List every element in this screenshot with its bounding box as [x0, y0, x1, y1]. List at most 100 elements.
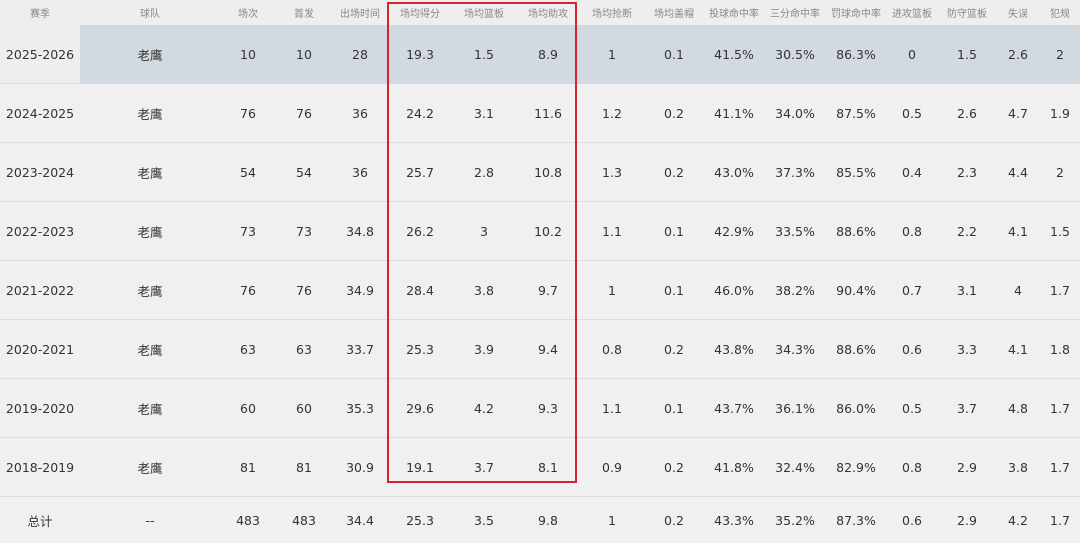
table-cell: 19.1: [388, 438, 452, 497]
table-cell: 25.7: [388, 143, 452, 202]
table-cell: 30.5%: [764, 25, 826, 84]
table-cell: 81: [276, 438, 332, 497]
table-cell: 2.8: [452, 143, 516, 202]
table-cell: 34.3%: [764, 320, 826, 379]
table-cell: 76: [220, 261, 276, 320]
table-cell: 88.6%: [826, 202, 886, 261]
table-cell: 1.8: [1040, 320, 1080, 379]
table-cell: 4.1: [996, 202, 1040, 261]
table-cell: 60: [220, 379, 276, 438]
table-cell: 0.1: [644, 202, 704, 261]
column-header[interactable]: 场均得分: [388, 0, 452, 25]
table-cell: 82.9%: [826, 438, 886, 497]
table-cell: 3.8: [996, 438, 1040, 497]
table-cell: 0.7: [886, 261, 938, 320]
table-cell: 10: [220, 25, 276, 84]
table-cell: 0: [886, 25, 938, 84]
table-cell: 43.7%: [704, 379, 764, 438]
total-cell: 9.8: [516, 497, 580, 543]
column-header[interactable]: 场均盖帽: [644, 0, 704, 25]
total-cell: 87.3%: [826, 497, 886, 543]
table-cell: 0.8: [580, 320, 644, 379]
total-cell: 3.5: [452, 497, 516, 543]
table-cell: 19.3: [388, 25, 452, 84]
table-cell: 3.1: [938, 261, 996, 320]
table-cell: 32.4%: [764, 438, 826, 497]
table-cell: 26.2: [388, 202, 452, 261]
table-cell: 2020-2021: [0, 320, 80, 379]
table-cell: 3.1: [452, 84, 516, 143]
table-cell: 34.9: [332, 261, 388, 320]
table-cell: 33.5%: [764, 202, 826, 261]
column-header[interactable]: 出场时间: [332, 0, 388, 25]
column-header[interactable]: 球队: [80, 0, 220, 25]
table-cell: 85.5%: [826, 143, 886, 202]
table-cell: 4.4: [996, 143, 1040, 202]
table-cell: 0.5: [886, 84, 938, 143]
table-cell: 46.0%: [704, 261, 764, 320]
total-cell: 总计: [0, 497, 80, 543]
table-cell: 2019-2020: [0, 379, 80, 438]
table-cell: 4.1: [996, 320, 1040, 379]
table-cell: 老鹰: [80, 25, 220, 84]
table-cell: 0.2: [644, 438, 704, 497]
total-cell: --: [80, 497, 220, 543]
table-cell: 34.0%: [764, 84, 826, 143]
table-cell: 0.4: [886, 143, 938, 202]
total-cell: 1.7: [1040, 497, 1080, 543]
total-cell: 43.3%: [704, 497, 764, 543]
table-cell: 老鹰: [80, 261, 220, 320]
table-cell: 33.7: [332, 320, 388, 379]
table-cell: 8.9: [516, 25, 580, 84]
column-header[interactable]: 场均抢断: [580, 0, 644, 25]
table-cell: 9.4: [516, 320, 580, 379]
table-cell: 36: [332, 84, 388, 143]
column-header[interactable]: 进攻篮板: [886, 0, 938, 25]
column-header[interactable]: 失误: [996, 0, 1040, 25]
table-cell: 60: [276, 379, 332, 438]
column-header[interactable]: 三分命中率: [764, 0, 826, 25]
table-cell: 54: [276, 143, 332, 202]
table-cell: 老鹰: [80, 320, 220, 379]
table-cell: 3.3: [938, 320, 996, 379]
table-cell: 0.2: [644, 143, 704, 202]
total-cell: 483: [276, 497, 332, 543]
column-header[interactable]: 犯规: [1040, 0, 1080, 25]
table-cell: 10.2: [516, 202, 580, 261]
total-cell: 34.4: [332, 497, 388, 543]
column-header[interactable]: 场均助攻: [516, 0, 580, 25]
column-header[interactable]: 场次: [220, 0, 276, 25]
column-header[interactable]: 防守篮板: [938, 0, 996, 25]
table-cell: 0.2: [644, 320, 704, 379]
table-cell: 36.1%: [764, 379, 826, 438]
column-header[interactable]: 赛季: [0, 0, 80, 25]
table-cell: 76: [276, 261, 332, 320]
total-cell: 4.2: [996, 497, 1040, 543]
table-cell: 87.5%: [826, 84, 886, 143]
table-cell: 76: [276, 84, 332, 143]
table-cell: 3: [452, 202, 516, 261]
table-cell: 8.1: [516, 438, 580, 497]
table-cell: 81: [220, 438, 276, 497]
table-cell: 2023-2024: [0, 143, 80, 202]
table-cell: 1.7: [1040, 379, 1080, 438]
table-cell: 1: [580, 261, 644, 320]
column-header[interactable]: 首发: [276, 0, 332, 25]
total-cell: 35.2%: [764, 497, 826, 543]
total-cell: 25.3: [388, 497, 452, 543]
column-header[interactable]: 罚球命中率: [826, 0, 886, 25]
table-cell: 86.3%: [826, 25, 886, 84]
table-cell: 30.9: [332, 438, 388, 497]
table-cell: 3.9: [452, 320, 516, 379]
table-cell: 28.4: [388, 261, 452, 320]
table-cell: 38.2%: [764, 261, 826, 320]
table-cell: 9.3: [516, 379, 580, 438]
column-header[interactable]: 投球命中率: [704, 0, 764, 25]
table-cell: 3.7: [452, 438, 516, 497]
table-cell: 2.6: [996, 25, 1040, 84]
column-header[interactable]: 场均篮板: [452, 0, 516, 25]
table-cell: 76: [220, 84, 276, 143]
